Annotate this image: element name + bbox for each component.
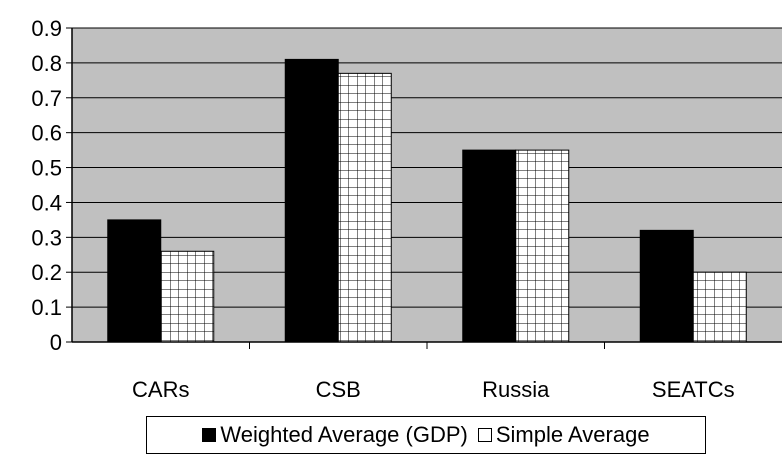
legend-label-weighted-average: Weighted Average (GDP)	[220, 422, 468, 447]
legend-label-simple-average: Simple Average	[495, 422, 650, 447]
bar-simple-average-seatcs	[692, 271, 747, 343]
legend: Weighted Average (GDP) Simple Average	[146, 416, 706, 454]
bar-weighted-average-cars	[107, 219, 162, 343]
bar-weighted-average-russia	[462, 149, 517, 343]
bar-weighted-average-seatcs	[639, 229, 694, 343]
x-axis-labels: CARs CSB Russia SEATCs	[132, 377, 735, 402]
x-category-label: CARs	[132, 377, 189, 402]
bar-weighted-average-csb	[284, 58, 339, 343]
bar-simple-average-csb	[337, 72, 392, 343]
x-category-label: SEATCs	[652, 377, 735, 402]
y-tick-label: 0.5	[31, 156, 62, 181]
y-tick-label: 0.9	[31, 16, 62, 41]
bar-simple-average-russia	[515, 149, 570, 343]
y-tick-label: 0	[50, 330, 62, 355]
y-tick-label: 0.2	[31, 260, 62, 285]
y-tick-label: 0.8	[31, 51, 62, 76]
legend-item-simple-average: Simple Average	[477, 422, 650, 448]
bar-simple-average-cars	[160, 250, 215, 343]
legend-swatch-solid	[202, 428, 217, 442]
y-tick-label: 0.4	[31, 190, 62, 215]
legend-item-weighted-average: Weighted Average (GDP)	[202, 422, 468, 448]
y-tick-label: 0.1	[31, 295, 62, 320]
axes	[71, 28, 782, 349]
legend-swatch-hollow	[477, 428, 492, 442]
x-category-label: Russia	[482, 377, 550, 402]
y-axis-ticks: 0 0.1 0.2 0.3 0.4 0.5 0.6 0.7 0.8 0.9	[31, 16, 72, 355]
y-tick-label: 0.6	[31, 121, 62, 146]
y-tick-label: 0.3	[31, 225, 62, 250]
bars	[107, 58, 747, 343]
x-category-label: CSB	[316, 377, 361, 402]
y-tick-label: 0.7	[31, 86, 62, 111]
